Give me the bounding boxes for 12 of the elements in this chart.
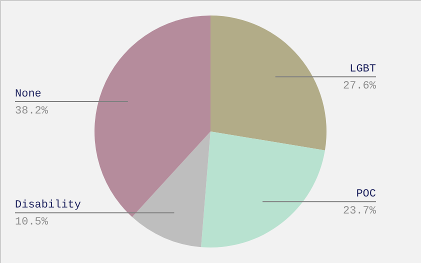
data-label: 10.5% — [15, 216, 48, 229]
pie-slice — [210, 16, 326, 150]
data-label: 27.6% — [342, 80, 376, 93]
pie-slice — [132, 132, 210, 248]
pie-slice — [201, 132, 325, 248]
pie-slice — [94, 16, 210, 218]
slice-label: LGBT — [350, 64, 376, 76]
data-label: 23.7% — [342, 206, 376, 218]
slice-label: POC — [356, 188, 376, 201]
slice-label: Disability — [15, 200, 82, 212]
data-label: 38.2% — [15, 105, 48, 118]
slice-label: None — [15, 88, 42, 100]
